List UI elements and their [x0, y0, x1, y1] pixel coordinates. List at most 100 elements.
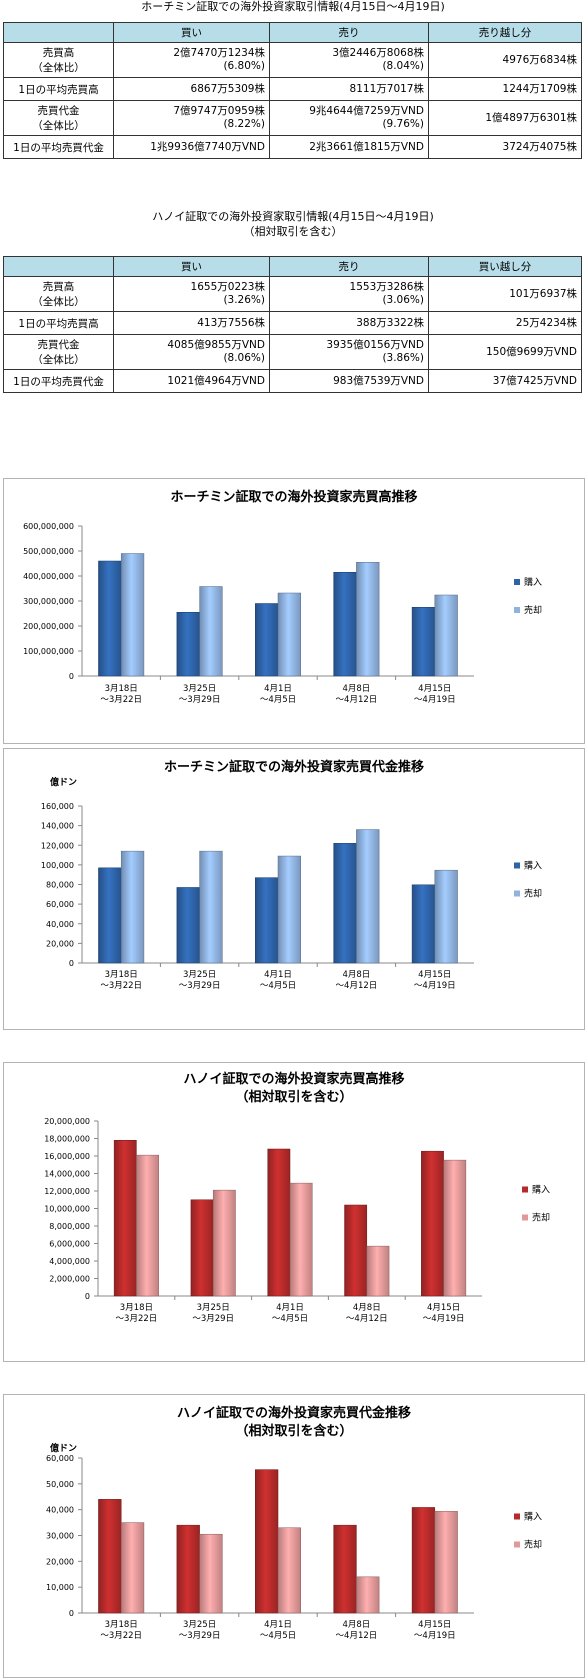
- header-cell: 売り: [269, 22, 429, 43]
- table2-subtitle: （相対取引を含む）: [243, 225, 343, 238]
- bar-sell: [356, 829, 380, 964]
- sell-cell: 2兆3661億1815万VND: [269, 135, 429, 159]
- bar-sell: [136, 1154, 159, 1297]
- hcm-table: 買い 売り 売り越し分 売買高 （全体比） 2億7470万1234株 (6.80%)…: [3, 22, 582, 159]
- chart-title: ホーチミン証取での海外投資家売買代金推移: [164, 759, 424, 775]
- y-tick-label: 10,000: [46, 1583, 74, 1592]
- bar-buy: [98, 1499, 122, 1614]
- bar-sell: [120, 850, 145, 964]
- x-tick-label: 4月8日: [342, 684, 370, 694]
- sell-cell: 9兆4644億7259万VND (9.76%): [269, 100, 429, 136]
- row-label: 1日の平均売買代金: [3, 135, 114, 159]
- bar-sell: [199, 1533, 223, 1614]
- hanoi-volume-chart: ハノイ証取での海外投資家売買高推移 （相対取引を含む） 0 2,000,000 4,00…: [44, 1071, 550, 1324]
- legend-swatch: [522, 1214, 528, 1221]
- bar-sell: [434, 594, 458, 677]
- bar-sell: [434, 869, 458, 964]
- buy-cell: 1021億4964万VND: [113, 369, 270, 393]
- bar-sell: [277, 592, 301, 677]
- y-tick-label: 8,000,000: [49, 1222, 90, 1231]
- hcm-volume-chart: ホーチミン証取での海外投資家売買高推移 0 100,000,000 200,000,0…: [23, 489, 542, 705]
- sell-cell: 983億7539万VND: [269, 369, 429, 393]
- header-cell: 売り: [269, 256, 429, 277]
- y-tick-label: 80,000: [46, 881, 74, 890]
- x-tick-label: ～3月22日: [100, 695, 142, 705]
- y-tick-label: 400,000,000: [23, 572, 74, 581]
- bar-buy: [421, 1150, 444, 1297]
- y-tick-label: 160,000: [41, 802, 74, 811]
- legend-label: 売却: [524, 1539, 542, 1551]
- table-row: 1日の平均売買高 6867万5309株 8111万7017株 1244万1709…: [3, 77, 582, 101]
- bar-buy: [176, 887, 200, 964]
- header-cell: 買い: [113, 256, 270, 277]
- bar-buy: [98, 867, 122, 964]
- legend-swatch: [522, 1186, 528, 1193]
- y-tick-label: 18,000,000: [44, 1135, 90, 1144]
- x-tick-label: ～3月29日: [179, 1631, 221, 1641]
- legend-swatch: [514, 607, 520, 613]
- hanoi-value-chart: ハノイ証取での海外投資家売買代金推移 （相対取引を含む） 億ドン 0 10,000 20,…: [46, 1405, 542, 1641]
- chart-title: ホーチミン証取での海外投資家売買高推移: [170, 489, 417, 505]
- y-tick-label: 140,000: [41, 822, 74, 831]
- sell-cell: 388万3322株: [269, 311, 429, 335]
- sell-cell: 8111万7017株: [269, 77, 429, 101]
- y-tick-label: 500,000,000: [23, 547, 74, 556]
- y-tick-label: 50,000: [46, 1480, 74, 1489]
- y-tick-label: 14,000,000: [44, 1170, 90, 1179]
- legend-label: 売却: [532, 1212, 550, 1224]
- y-tick-label: 600,000,000: [23, 522, 74, 531]
- x-tick-label: 3月18日: [120, 1303, 153, 1313]
- net-cell: 3724万4075株: [428, 135, 582, 159]
- bar-buy: [344, 1204, 368, 1297]
- x-tick-label: 4月8日: [353, 1303, 381, 1313]
- row-label: 1日の平均売買高: [3, 77, 114, 101]
- x-tick-label: ～4月19日: [414, 695, 456, 705]
- x-tick-label: ～4月19日: [423, 1314, 465, 1324]
- sell-cell: 1553万3286株 (3.06%): [269, 276, 429, 312]
- hanoi-volume-chart-panel: ハノイ証取での海外投資家売買高推移 （相対取引を含む） 0 2,000,000 4,00…: [3, 1062, 585, 1362]
- bar-buy: [333, 843, 357, 964]
- y-tick-label: 16,000,000: [44, 1152, 90, 1161]
- legend-swatch: [514, 1513, 520, 1520]
- bar-sell: [443, 1159, 467, 1297]
- header-cell: [3, 22, 114, 43]
- row-label: 売買高 （全体比）: [3, 42, 114, 78]
- legend-swatch: [514, 579, 520, 585]
- y-tick-label: 60,000: [46, 1454, 74, 1463]
- legend-label: 売却: [524, 604, 542, 616]
- table-row: 1日の平均売買代金 1021億4964万VND 983億7539万VND 37億…: [3, 369, 582, 393]
- y-tick-label: 40,000: [46, 1506, 74, 1515]
- x-tick-label: 4月1日: [264, 970, 292, 980]
- bar-buy: [255, 1469, 279, 1614]
- hanoi-value-chart-panel: ハノイ証取での海外投資家売買代金推移 （相対取引を含む） 億ドン 0 10,000 20,…: [3, 1394, 585, 1678]
- x-tick-label: 3月25日: [183, 684, 216, 694]
- bar-buy: [176, 1524, 200, 1614]
- header-cell: 買い: [113, 22, 270, 43]
- chart-title: （相対取引を含む）: [235, 1089, 352, 1105]
- legend-label: 購入: [524, 860, 542, 872]
- bar-sell: [356, 562, 380, 677]
- x-tick-label: ～3月29日: [192, 1314, 234, 1324]
- y-tick-label: 6,000,000: [49, 1240, 90, 1249]
- bar-buy: [255, 877, 279, 964]
- table-row: 売買高 （全体比） 2億7470万1234株 (6.80%) 3億2446万8068…: [3, 42, 582, 78]
- sell-cell: 3935億0156万VND (3.86%): [269, 334, 429, 370]
- x-tick-label: 4月8日: [342, 1620, 370, 1630]
- x-tick-label: ～4月12日: [346, 1314, 388, 1324]
- bar-buy: [190, 1199, 214, 1297]
- bar-sell: [277, 1527, 301, 1614]
- table2-title: ハノイ証取での海外投資家取引情報(4月15日～4月19日): [152, 210, 434, 223]
- bar-sell: [212, 1189, 236, 1297]
- y-tick-label: 300,000,000: [23, 597, 74, 606]
- net-cell: 1244万1709株: [428, 77, 582, 101]
- x-tick-label: 3月18日: [105, 970, 138, 980]
- x-tick-label: ～3月22日: [100, 1631, 142, 1641]
- x-tick-label: 4月15日: [427, 1303, 460, 1313]
- hanoi-table: 買い 売り 買い越し分 売買高 （全体比） 1655万0223株 (3.26%) 1…: [3, 256, 582, 393]
- row-label: 売買高 （全体比）: [3, 276, 114, 312]
- legend-swatch: [514, 1541, 520, 1548]
- legend-swatch: [514, 862, 520, 869]
- y-tick-label: 120,000: [41, 841, 74, 850]
- bar-buy: [333, 1524, 357, 1614]
